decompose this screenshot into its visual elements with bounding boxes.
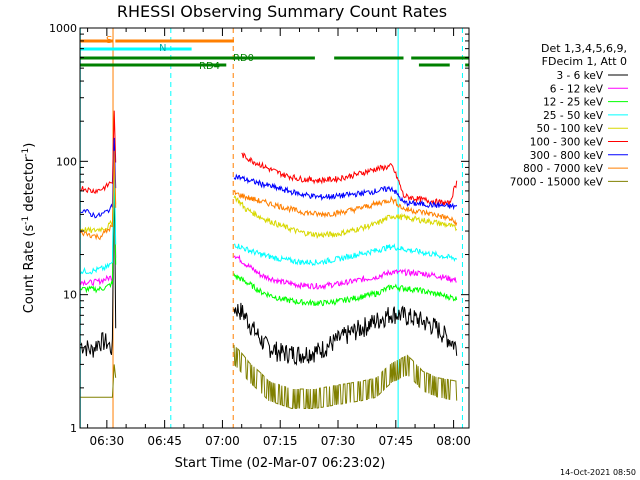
- y-axis: 1 10 100 1000: [49, 22, 469, 435]
- x-axis-label: Start Time (02-Mar-07 06:23:02): [175, 456, 386, 471]
- legend-header-line-2: FDecim 1, Att 0: [542, 55, 627, 68]
- flag-label-rd4: RD4: [199, 61, 220, 72]
- x-axis: 06:30 06:45 07:00 07:15 07:30 07:45 08:00: [87, 28, 471, 448]
- series-pre-7: [80, 150, 117, 241]
- y-axis-label-rest: detector: [22, 156, 37, 216]
- series-pre-3: [80, 161, 117, 275]
- legend-label-2: 12 - 25 keV: [543, 97, 604, 109]
- flag-label-rd0: RD0: [233, 53, 254, 64]
- series-post-7: [233, 189, 458, 226]
- legend-header-line-1: Det 1,3,4,5,6,9,: [541, 42, 627, 55]
- series-post-2: [233, 273, 458, 307]
- legend-label-7: 800 - 7000 keV: [523, 163, 604, 175]
- flag-label-n: N: [159, 43, 166, 54]
- series-pre-6: [80, 137, 117, 219]
- series-post-6: [233, 173, 458, 211]
- series-pre-0: [80, 170, 117, 358]
- legend-label-5: 100 - 300 keV: [530, 137, 604, 149]
- y-axis-label-end: ): [22, 143, 37, 148]
- y-axis-label-exp: -1: [21, 216, 31, 225]
- series-pre-8: [80, 364, 117, 398]
- y-axis-label: Count Rate (s-1 detector-1): [21, 143, 37, 314]
- legend: Det 1,3,4,5,6,9, FDecim 1, Att 0 3 - 6 k…: [510, 42, 628, 188]
- footer-timestamp: 14-Oct-2021 08:50: [560, 468, 636, 477]
- series-post-0: [233, 302, 458, 366]
- x-tick-label-2: 07:00: [205, 434, 240, 448]
- legend-label-8: 7000 - 15000 keV: [510, 176, 604, 188]
- x-tick-label-6: 08:00: [436, 434, 471, 448]
- y-tick-label-2: 100: [56, 155, 77, 168]
- series-post-1: [233, 254, 457, 291]
- x-tick-label-1: 06:45: [147, 434, 182, 448]
- series-pre-4: [80, 155, 117, 234]
- legend-label-3: 25 - 50 keV: [543, 110, 604, 122]
- chart-title: RHESSI Observing Summary Count Rates: [117, 2, 447, 21]
- y-axis-label-main: Count Rate (s: [22, 225, 37, 314]
- y-tick-label-3: 1000: [49, 22, 77, 35]
- y-axis-label-exp2: -1: [21, 148, 31, 157]
- x-tick-label-3: 07:15: [263, 434, 298, 448]
- series-post-8: [233, 344, 458, 409]
- y-tick-label-0: 1: [70, 422, 77, 435]
- y-tick-label-1: 10: [63, 289, 77, 302]
- legend-label-6: 300 - 800 keV: [530, 150, 604, 162]
- series-pre-1: [80, 164, 117, 287]
- series-post-3: [233, 243, 458, 267]
- x-tick-label-5: 07:45: [379, 434, 414, 448]
- plot-area: [79, 28, 469, 428]
- legend-label-4: 50 - 100 keV: [536, 123, 603, 135]
- series-pre-2: [80, 164, 117, 294]
- flag-label-s: S: [106, 35, 112, 46]
- legend-label-0: 3 - 6 keV: [556, 70, 603, 82]
- series-post-4: [233, 195, 458, 239]
- x-tick-label-0: 06:30: [90, 434, 125, 448]
- series-pre-5: [80, 110, 117, 195]
- series-post-5: [241, 152, 458, 207]
- x-tick-label-4: 07:30: [321, 434, 356, 448]
- legend-label-1: 6 - 12 keV: [550, 83, 604, 95]
- plot-frame: [79, 27, 470, 429]
